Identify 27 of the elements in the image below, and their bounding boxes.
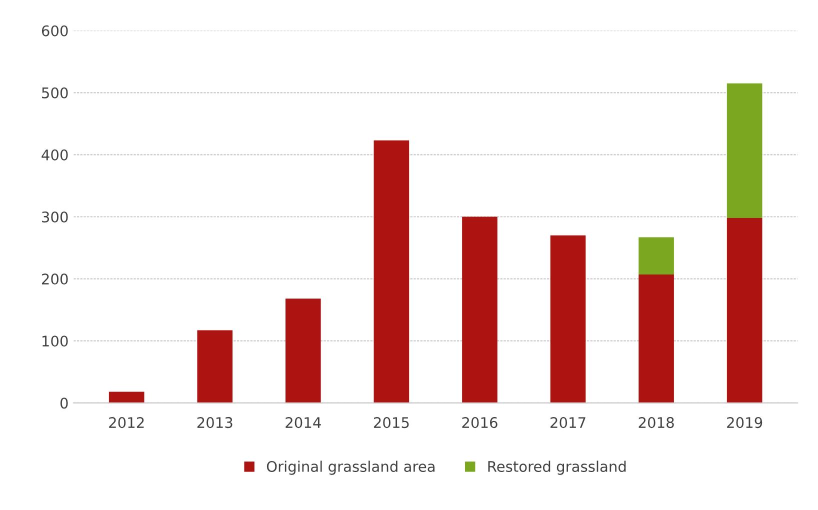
x-tick-label: 2014 (286, 417, 321, 428)
bar (550, 235, 586, 403)
bar (638, 274, 674, 403)
y-tick-label: 100 (42, 336, 68, 347)
y-tick-label: 500 (42, 87, 68, 98)
x-tick-label: 2019 (727, 417, 762, 428)
x-tick-label: 2012 (109, 417, 144, 428)
x-tick-label: 2013 (197, 417, 232, 428)
bar (726, 83, 762, 218)
legend-label: Original grassland area (266, 460, 434, 475)
y-tick-label: 0 (60, 398, 68, 409)
x-tick-label: 2018 (638, 417, 674, 428)
bar (374, 140, 410, 403)
bar (286, 298, 321, 403)
y-tick-label: 600 (42, 25, 68, 36)
bar (197, 330, 233, 403)
y-tick-label: 200 (42, 274, 68, 285)
x-tick-label: 2016 (462, 417, 498, 428)
bar (108, 392, 144, 403)
bar (638, 237, 674, 274)
x-tick-label: 2017 (550, 417, 586, 428)
bar (462, 216, 498, 403)
x-tick-label: 2015 (374, 417, 409, 428)
legend-label: Restored grassland (488, 460, 626, 475)
y-tick-label: 400 (42, 149, 68, 160)
bar (726, 218, 762, 403)
y-tick-label: 300 (42, 211, 68, 222)
